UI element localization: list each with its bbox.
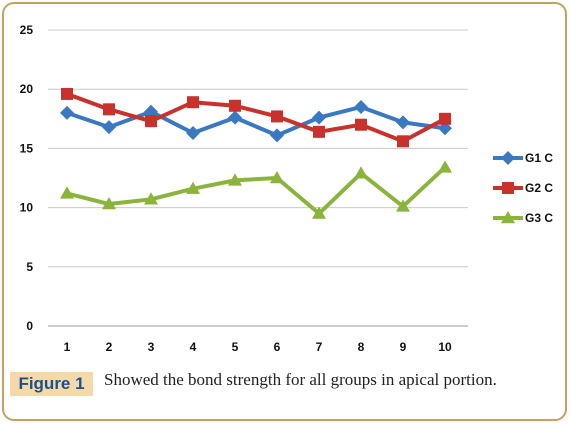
legend: G1 C G2 C G3 C xyxy=(493,151,553,225)
data-point-g3-c xyxy=(186,181,200,194)
figure-caption: Showed the bond strength for all groups … xyxy=(104,370,497,389)
grid xyxy=(48,29,468,327)
data-point-g1-c xyxy=(312,110,326,125)
data-point-g1-c xyxy=(102,120,116,135)
data-point-g3-c xyxy=(144,192,158,205)
data-point-g1-c xyxy=(396,115,410,130)
data-point-g2-c xyxy=(187,96,199,109)
data-point-g1-c xyxy=(186,126,200,141)
x-tick-label: 1 xyxy=(64,340,71,354)
series-line-g3-c xyxy=(66,165,447,216)
series-g2-c xyxy=(61,87,451,148)
data-point-g1-c xyxy=(354,99,368,114)
series-line-g1-c xyxy=(66,104,446,138)
y-tick-label: 10 xyxy=(20,201,34,215)
data-point-g2-c xyxy=(397,135,409,148)
legend-item-g3-c: G3 C xyxy=(493,211,553,225)
legend-swatch-marker xyxy=(502,182,514,194)
data-point-g2-c xyxy=(61,87,73,100)
legend-label: G1 C xyxy=(525,151,553,165)
x-tick-label: 8 xyxy=(358,340,365,354)
y-tick-label: 0 xyxy=(26,319,33,333)
data-point-g2-c xyxy=(229,99,241,112)
legend-label: G2 C xyxy=(525,181,553,195)
figure-label: Figure 1 xyxy=(10,372,93,396)
x-tick-label: 2 xyxy=(106,340,113,354)
data-point-g2-c xyxy=(355,118,367,131)
x-tick-label: 5 xyxy=(232,340,239,354)
data-point-g3-c xyxy=(438,160,452,173)
series-lines xyxy=(60,87,452,219)
data-point-g2-c xyxy=(271,110,283,123)
legend-swatch-marker xyxy=(501,151,515,165)
legend-label: G3 C xyxy=(525,211,553,225)
data-point-g2-c xyxy=(313,125,325,138)
data-point-g2-c xyxy=(103,103,115,116)
x-tick-label: 9 xyxy=(400,340,407,354)
x-tick-label: 3 xyxy=(148,340,155,354)
data-point-g2-c xyxy=(145,115,157,128)
y-tick-label: 25 xyxy=(20,23,34,37)
series-g1-c xyxy=(60,99,452,143)
data-point-g3-c xyxy=(270,171,284,184)
legend-item-g2-c: G2 C xyxy=(493,181,553,195)
data-point-g3-c xyxy=(312,206,326,219)
data-point-g3-c xyxy=(102,197,116,210)
x-tick-label: 10 xyxy=(438,340,452,354)
axes: 0 5 10 15 20 25 1 2 3 4 5 6 7 8 9 10 xyxy=(20,23,452,354)
data-point-g2-c xyxy=(439,112,451,125)
series-line-g2-c xyxy=(66,92,446,144)
series-g3-c xyxy=(60,160,452,219)
figure-frame xyxy=(2,2,567,421)
legend-swatch-marker xyxy=(501,211,515,224)
data-point-g3-c xyxy=(228,173,242,186)
data-point-g3-c xyxy=(354,166,368,179)
y-tick-label: 5 xyxy=(26,260,33,274)
data-point-g3-c xyxy=(396,199,410,212)
data-point-g3-c xyxy=(60,186,74,199)
y-tick-label: 20 xyxy=(20,82,34,96)
x-tick-label: 4 xyxy=(190,340,197,354)
data-point-g1-c xyxy=(270,128,284,143)
data-point-g1-c xyxy=(228,110,242,125)
x-tick-label: 7 xyxy=(316,340,323,354)
data-point-g1-c xyxy=(60,105,74,120)
legend-item-g1-c: G1 C xyxy=(493,151,553,165)
y-tick-label: 15 xyxy=(20,141,34,155)
x-tick-label: 6 xyxy=(274,340,281,354)
